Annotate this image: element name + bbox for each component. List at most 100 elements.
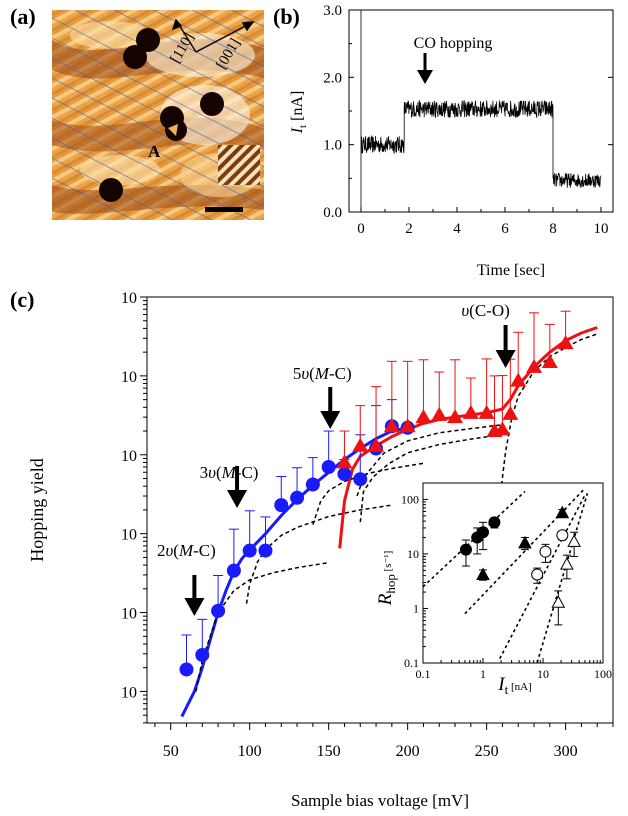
x-tick-label: 250 (475, 743, 499, 760)
mode-number: 3 (200, 463, 209, 482)
y-tick-base: 10 (121, 606, 137, 623)
inset-point-circle (531, 568, 544, 581)
data-point-circle (179, 662, 194, 677)
data-point-circle (290, 490, 305, 505)
inset-point-circle (477, 526, 489, 539)
component-curve (356, 424, 503, 497)
co-molecules (99, 28, 224, 202)
y-axis-label-sub: t (297, 125, 309, 128)
data-point-triangle (526, 358, 543, 373)
data-point-triangle (383, 418, 400, 433)
mode-post: C-O) (475, 301, 510, 320)
y-tick-label: 10 (121, 369, 137, 386)
inset-y-label-main: R (375, 593, 396, 606)
data-point-triangle (352, 437, 369, 452)
mode-annotation: 2υ(M-C) (157, 541, 216, 560)
y-tick-label: 10 (121, 684, 137, 701)
mode-annotation: 5υ(M-C) (293, 364, 352, 383)
mode-metal: M (178, 541, 194, 560)
panel-c-plot: 50 100 150 200 250 300 10 10 10 10 10 10 Sample bias… (27, 290, 614, 810)
panel-label-b: (b) (273, 4, 300, 29)
co-molecule (136, 28, 160, 52)
data-point-circle (321, 459, 336, 474)
marker-label-a: A (148, 142, 161, 161)
y-tick-label: 0.0 (323, 205, 342, 221)
mode-symbol: υ (301, 364, 309, 383)
inset-point-triangle (551, 595, 566, 608)
mode-symbol: υ (165, 541, 173, 560)
data-point-circle (337, 467, 352, 482)
x-tick-label: 6 (501, 221, 509, 237)
panel-c-inset: 0.1 1 10 100 0.1 1 10 100 It [nA] Rhop [s⁻¹] (375, 482, 612, 697)
data-point-triangle (336, 454, 353, 469)
y-tick-label: 2.0 (323, 70, 342, 86)
current-trace (360, 10, 602, 212)
y-tick-label: 10 (121, 527, 137, 544)
data-point-circle (242, 543, 257, 558)
component-curve (359, 433, 503, 523)
inset-x-label: It [nA] (497, 674, 531, 697)
mode-open: ( (469, 301, 475, 320)
x-tick-label: 0 (357, 221, 365, 237)
x-axis-label: Sample bias voltage [mV] (291, 791, 469, 810)
data-point-triangle (502, 405, 519, 420)
direction-arrows (171, 18, 255, 53)
y-tick-label: 0.1 (404, 656, 419, 670)
inset-point-circle (488, 516, 501, 529)
data-point-triangle (478, 404, 495, 419)
y-tick-label: 10 (121, 448, 137, 465)
y-tick-label: 100 (401, 492, 419, 506)
mode-arrow-head (227, 490, 248, 508)
inset-y-label-sub: hop (383, 574, 398, 594)
y-axis-label-main: I (289, 127, 306, 134)
x-tick-label: 4 (453, 221, 461, 237)
mode-open: ( (309, 364, 315, 383)
y-tick-base: 10 (121, 684, 137, 701)
mode-arrow-head (495, 350, 516, 368)
panel-b-plot: 0 2 4 6 8 10 0.0 1.0 2.0 3.0 Time [sec] It [nA] CO h… (289, 3, 614, 279)
x-tick-label: 100 (594, 667, 612, 681)
fit-curve (338, 326, 598, 549)
co-molecule (99, 178, 123, 202)
x-tick-label: 10 (594, 221, 609, 237)
data-point-triangle (447, 409, 464, 424)
y-tick-label: 1.0 (323, 138, 342, 154)
x-tick-label: 300 (554, 743, 578, 760)
x-tick-label: 100 (238, 743, 262, 760)
component-curve (312, 462, 424, 525)
x-tick-label: 2 (405, 221, 413, 237)
y-axis-label: Hopping yield (27, 458, 47, 562)
co-hopping-arrow-head (417, 70, 433, 84)
component-curve (195, 561, 329, 692)
inset-y-label: Rhop [s⁻¹] (375, 551, 398, 607)
scale-bar (205, 207, 243, 212)
y-tick-base: 10 (121, 369, 137, 386)
x-tick-label: 0.1 (416, 667, 431, 681)
data-point-triangle (399, 418, 416, 433)
panel-label-c: (c) (10, 287, 34, 312)
data-point-circle (274, 498, 289, 513)
data-point-triangle (415, 409, 432, 424)
x-tick-label: 1 (480, 667, 486, 681)
x-tick-label: 50 (163, 743, 179, 760)
panel-label-a: (a) (10, 4, 36, 29)
inset-x-label-sub: t (505, 682, 509, 697)
data-point-circle (195, 647, 210, 662)
component-curve (245, 504, 392, 604)
y-tick-label: 10 (121, 290, 137, 307)
data-point-circle (305, 477, 320, 492)
inset-point-circle (459, 543, 472, 556)
mode-arrow-head (184, 598, 205, 616)
inset-point-triangle (476, 567, 490, 580)
data-point-triangle (368, 437, 385, 452)
data-point-circle (353, 472, 368, 487)
x-tick-label: 10 (537, 667, 549, 681)
hop-notch (168, 124, 178, 136)
co-molecule (200, 92, 224, 116)
mode-annotation: 3υ(M-C) (200, 463, 259, 482)
y-axis-label: It [nA] (289, 91, 309, 135)
inset-fit-line (536, 492, 589, 663)
inset-x-label-main: I (497, 674, 506, 695)
mode-open: ( (216, 463, 222, 482)
y-tick-label: 10 (121, 606, 137, 623)
